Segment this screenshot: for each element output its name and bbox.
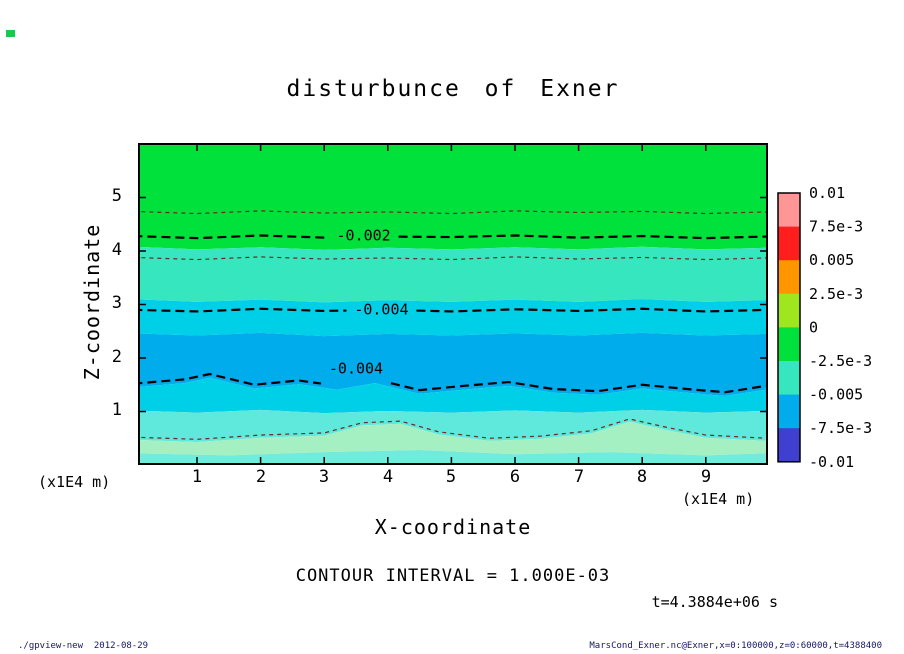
- y-tick-label-4: 4: [111, 240, 122, 260]
- y-tick-label-5: 5: [111, 186, 122, 206]
- x-tick-label-1: 1: [191, 467, 203, 487]
- contour-interval-label: CONTOUR INTERVAL = 1.000E-03: [295, 566, 611, 586]
- x-tick-label-9: 9: [700, 467, 712, 487]
- svg-text:0.01: 0.01: [809, 184, 845, 202]
- svg-text:-0.005: -0.005: [809, 386, 863, 404]
- x-tick-label-7: 7: [573, 467, 585, 487]
- y-axis-unit: (x1E4 m): [38, 473, 111, 491]
- corner-artifact: [6, 30, 15, 37]
- y-tick-label-3: 3: [111, 293, 122, 313]
- svg-text:-0.002: -0.002: [337, 226, 391, 244]
- svg-text:-7.5e-3: -7.5e-3: [809, 419, 872, 437]
- chart-title: disturbunce of Exner: [286, 76, 620, 102]
- time-label: t=4.3884e+06 s: [651, 593, 778, 611]
- svg-text:-0.01: -0.01: [809, 453, 854, 471]
- y-tick-label-2: 2: [111, 347, 122, 367]
- x-tick-label-4: 4: [382, 467, 394, 487]
- svg-text:-2.5e-3: -2.5e-3: [809, 352, 872, 370]
- svg-text:7.5e-3: 7.5e-3: [809, 218, 863, 236]
- x-tick-label-6: 6: [509, 467, 521, 487]
- svg-text:0.005: 0.005: [809, 251, 854, 269]
- x-tick-label-8: 8: [636, 467, 648, 487]
- x-tick-label-3: 3: [318, 467, 330, 487]
- x-axis-title: X-coordinate: [374, 515, 532, 539]
- x-axis-unit: (x1E4 m): [682, 490, 755, 508]
- y-tick-label-1: 1: [111, 400, 122, 420]
- footer-command: ./gpview-new 2012-08-29: [18, 641, 149, 651]
- svg-text:2.5e-3: 2.5e-3: [809, 285, 863, 303]
- y-axis-title: Z-coordinate: [80, 223, 104, 381]
- svg-text:-0.004: -0.004: [329, 360, 383, 378]
- footer-source: MarsCond_Exner.nc@Exner,x=0:100000,z=0:6…: [589, 641, 882, 651]
- x-tick-label-2: 2: [255, 467, 267, 487]
- svg-text:0: 0: [809, 318, 818, 336]
- svg-text:-0.004: -0.004: [354, 300, 408, 318]
- contour-plot-canvas: -0.002 -0.004 -0.004: [138, 143, 768, 465]
- x-tick-label-5: 5: [445, 467, 457, 487]
- colorbar: 0.01 7.5e-3 0.005 2.5e-3 0 -2.5e-3 -0.005 -7.5e…: [777, 184, 872, 471]
